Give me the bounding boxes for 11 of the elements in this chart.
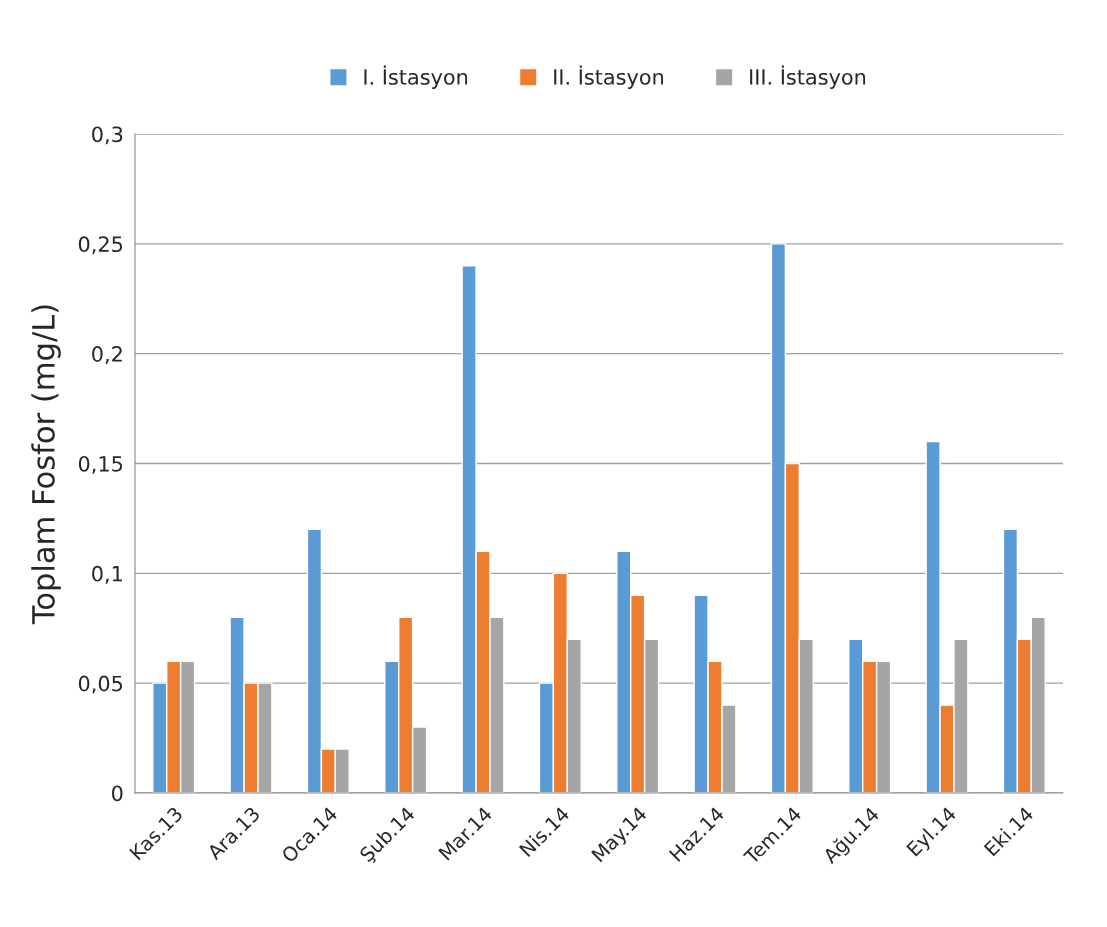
- legend-label: II. İstasyon: [554, 65, 664, 89]
- legend-label: III. İstasyon: [750, 65, 866, 89]
- y-tick-label: 0: [112, 785, 123, 802]
- y-tick-label: 0,25: [78, 236, 123, 255]
- y-axis-title: Toplam Fosfor (mg/L): [31, 305, 61, 625]
- y-tick-label: 0,3: [92, 126, 123, 145]
- y-tick-label: 0,05: [78, 675, 123, 694]
- y-tick-label: 0,2: [92, 346, 122, 364]
- y-tick-label: 0,1: [92, 565, 122, 584]
- legend-label: I. İstasyon: [364, 65, 468, 89]
- y-tick-label: 0,15: [78, 455, 123, 474]
